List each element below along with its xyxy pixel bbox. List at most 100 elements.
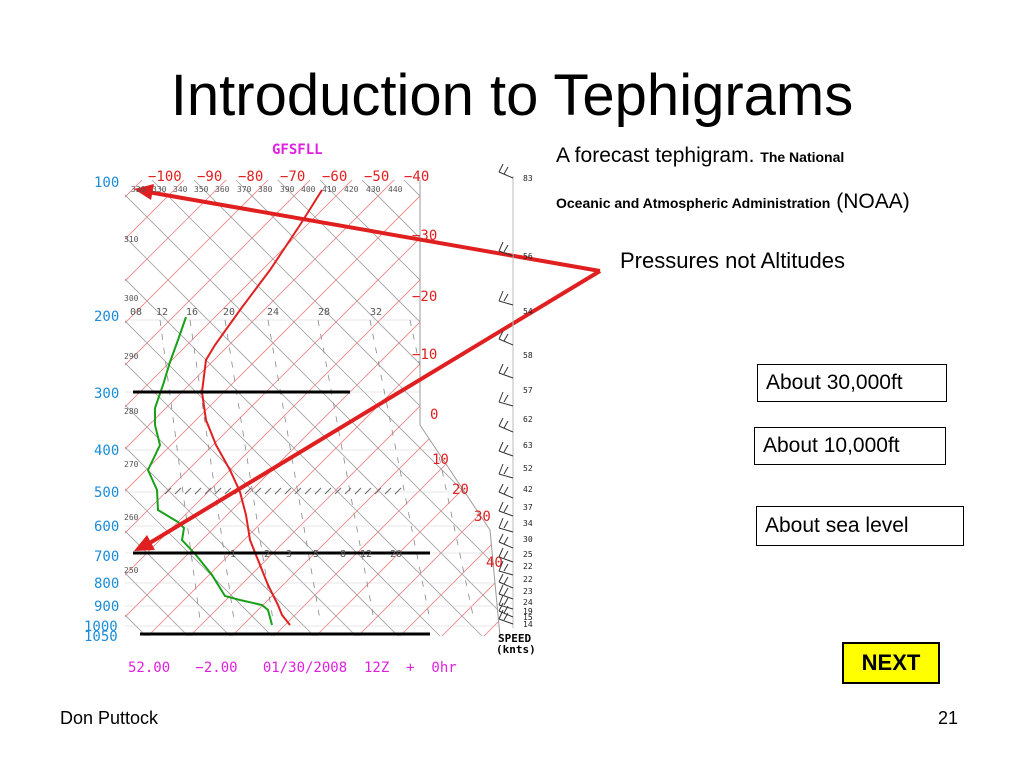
- wind-speed-labels: 83 56 54 58 57 62 63 52 42 37 34 30 25 2…: [523, 174, 533, 629]
- wind-speed-label: 24: [523, 598, 533, 607]
- slide-title: Introduction to Tephigrams: [170, 63, 854, 128]
- theta-side-label: 280: [124, 407, 139, 416]
- wind-speed-label: 58: [523, 351, 533, 360]
- isentrope-line: [125, 180, 361, 636]
- wind-barb-feather: [498, 533, 504, 543]
- wind-barb: [498, 372, 514, 379]
- hatch-mark: [264, 487, 272, 495]
- wind-barb: [498, 527, 514, 533]
- theta-top-label: 350: [194, 185, 209, 194]
- wind-barb-feather: [503, 166, 509, 175]
- wind-speed-label: 63: [523, 441, 533, 450]
- wind-barb-feather: [503, 504, 509, 513]
- wind-speed-label: 30: [523, 535, 533, 544]
- hatch-mark: [164, 487, 172, 495]
- temp-right-label: 30: [474, 509, 491, 525]
- wind-speed-label: 14: [523, 620, 533, 629]
- theta-top-label: 390: [280, 185, 295, 194]
- temp-right-labels: −30 −20 −10 0 10 20 30 40: [412, 228, 503, 571]
- wind-barb: [498, 610, 514, 618]
- pressure-label: 1050: [84, 629, 118, 645]
- mixing-ratio-label: 24: [267, 307, 279, 318]
- mixing-ratio-label: 28: [318, 307, 330, 318]
- wind-barb-feather: [503, 366, 509, 375]
- mixing-ratio-label: 20: [223, 307, 235, 318]
- isotherm-line: [311, 180, 500, 636]
- mixing-ratio-label: 3: [286, 549, 292, 560]
- isentrope-line: [183, 180, 500, 636]
- isotherm-line: [0, 170, 110, 640]
- wind-barb: [498, 401, 514, 407]
- hatch-mark: [284, 487, 292, 495]
- theta-top-label: 380: [258, 185, 273, 194]
- wind-barb: [498, 171, 514, 179]
- wind-barb-feather: [498, 163, 504, 173]
- next-button[interactable]: NEXT: [842, 642, 940, 684]
- mixing-ratio-label: 12: [156, 307, 168, 318]
- mixing-ratio-line: [224, 319, 274, 621]
- pressure-label: 600: [94, 519, 119, 535]
- wind-barb-feather: [503, 612, 509, 621]
- theta-side-label: 310: [124, 235, 139, 244]
- caption-part-4: (NOAA): [836, 190, 910, 213]
- pressures-note: Pressures not Altitudes: [620, 248, 846, 273]
- wind-speed-label: 52: [523, 464, 533, 473]
- mixing-ratio-label: 12: [360, 549, 372, 560]
- wind-speed-label: 34: [523, 519, 533, 528]
- wind-barb: [498, 570, 514, 576]
- arrows: [134, 184, 602, 551]
- hatch-mark: [354, 487, 362, 495]
- theta-top-label: 410: [322, 185, 337, 194]
- theta-side-label: 290: [124, 352, 139, 361]
- wind-barb: [498, 510, 514, 517]
- isotherm-line: [125, 180, 489, 636]
- wind-barb: [498, 250, 514, 257]
- mixing-ratio-line: [267, 319, 321, 621]
- isotherm-line: [125, 180, 363, 636]
- wind-barb-feather: [498, 417, 504, 427]
- isentrope-line: [604, 170, 1024, 640]
- temperature-curve: [200, 189, 323, 626]
- annotation-sea-level: About sea level: [756, 506, 964, 546]
- wind-barb-feather: [503, 520, 509, 529]
- mixing-ratio-label: 2: [264, 549, 270, 560]
- mixing-ratio-line: [317, 319, 375, 621]
- isotherm-line: [522, 170, 992, 640]
- hatch-mark: [204, 487, 212, 495]
- pressure-label: 800: [94, 576, 119, 592]
- hatch-mark: [324, 487, 332, 495]
- theta-top-label: 420: [344, 185, 359, 194]
- mixing-ratio-label: 08: [130, 307, 142, 318]
- wind-barb-feather: [498, 463, 504, 475]
- station-title: GFSFLL: [272, 142, 323, 158]
- theta-side-labels: 310 300 290 280 270 260 250: [124, 235, 139, 575]
- isentrope-line: [0, 170, 108, 640]
- wind-barb-feather: [498, 594, 504, 606]
- wind-barb-feather: [498, 391, 504, 403]
- wind-barb-feather: [498, 483, 504, 493]
- wind-barb: [498, 300, 514, 306]
- mixing-ratio-line: [189, 319, 235, 621]
- wind-speed-label: 57: [523, 386, 533, 395]
- isentrope-line: [125, 180, 445, 636]
- hatched-band: [164, 487, 402, 495]
- plot-border: [419, 180, 501, 637]
- wind-barb: [498, 593, 514, 600]
- hatch-mark: [304, 487, 312, 495]
- mixing-ratio-label: 5: [313, 549, 319, 560]
- theta-side-label: 260: [124, 513, 139, 522]
- wind-barb-feather: [498, 441, 504, 452]
- isotherm-line: [125, 180, 405, 636]
- isotherm-line: [395, 180, 500, 636]
- wind-barb-feather: [498, 241, 504, 252]
- theta-side-label: 270: [124, 460, 139, 469]
- theta-top-labels: 320 330 340 350 360 370 380 390 400 410 …: [131, 185, 403, 194]
- dewpoint-curve: [146, 316, 273, 626]
- temp-right-label: −20: [412, 289, 437, 305]
- hatch-mark: [294, 487, 302, 495]
- isentrope-line: [125, 180, 500, 636]
- isotherm-line: [479, 180, 500, 636]
- isentrope-line: [646, 170, 1024, 640]
- pressure-label: 1000: [84, 619, 118, 635]
- isentrope-line: [125, 180, 319, 636]
